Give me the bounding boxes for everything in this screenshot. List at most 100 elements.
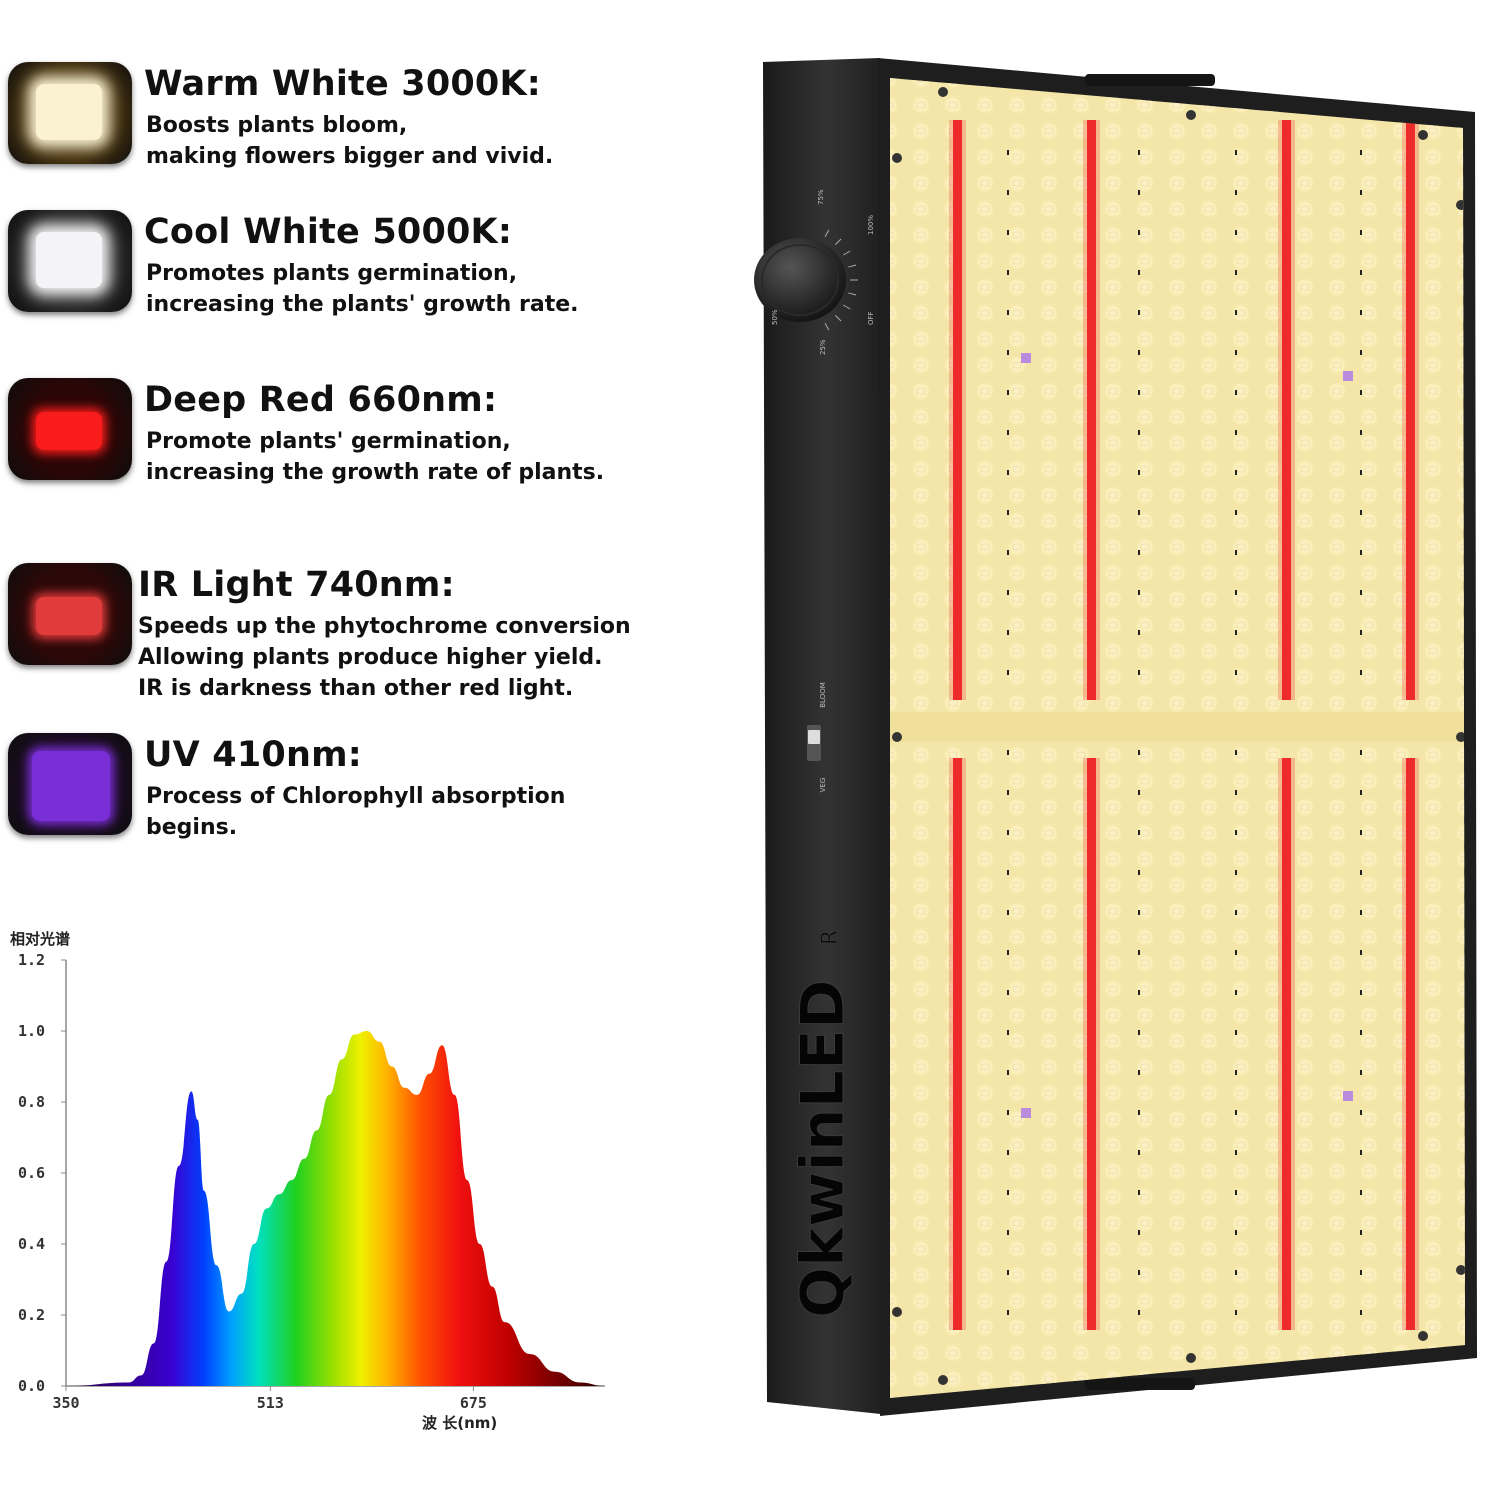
description-line: Boosts plants bloom, — [146, 113, 408, 138]
veg-bloom-switch[interactable] — [807, 725, 821, 761]
component-dot — [1138, 870, 1140, 875]
description-line: increasing the plants' growth rate. — [146, 292, 579, 317]
y-tick-label: 1.0 — [18, 1022, 45, 1040]
deep-red-led-icon — [8, 378, 132, 480]
component-dot — [1138, 1150, 1140, 1155]
uv-led — [1021, 1108, 1031, 1118]
component-dot — [1235, 790, 1237, 795]
red-led-strip — [1087, 120, 1096, 700]
component-dot — [1360, 310, 1362, 315]
dimmer-scale-label: 100% — [867, 215, 875, 235]
red-led-strip — [953, 758, 962, 1330]
component-dot — [1138, 590, 1140, 595]
component-dot — [1235, 310, 1237, 315]
component-dot — [1138, 1190, 1140, 1195]
component-dot — [1235, 230, 1237, 235]
description-line: Promotes plants germination, — [146, 261, 518, 286]
description-line: Promote plants' germination, — [146, 429, 511, 454]
component-dot — [1007, 150, 1009, 155]
component-dot — [1007, 870, 1009, 875]
chart-x-axis-title: 波 长(nm) — [422, 1414, 497, 1432]
component-dot — [1235, 870, 1237, 875]
component-dot — [1138, 270, 1140, 275]
component-dot — [1138, 510, 1140, 515]
component-dot — [1138, 950, 1140, 955]
component-dot — [1007, 790, 1009, 795]
red-led-strip — [1282, 758, 1291, 1330]
component-dot — [1235, 350, 1237, 355]
component-dots — [1007, 150, 1362, 1315]
component-dot — [1007, 1230, 1009, 1235]
component-dot — [1007, 270, 1009, 275]
description-line: Speeds up the phytochrome conversion — [138, 614, 631, 639]
component-dot — [1360, 430, 1362, 435]
screw — [1186, 110, 1196, 120]
component-dot — [1138, 430, 1140, 435]
dimmer-scale-label: 25% — [819, 339, 827, 355]
component-dot — [1360, 1230, 1362, 1235]
component-dot — [1138, 790, 1140, 795]
component-dot — [1007, 630, 1009, 635]
spectrum-chart: 相对光谱 0.0 0.2 0.4 0.6 0.8 1.0 1.2 350 513 675 波 长… — [10, 930, 605, 1432]
component-dot — [1235, 1190, 1237, 1195]
screw — [1186, 1353, 1196, 1363]
component-dot — [1138, 470, 1140, 475]
component-dot — [1007, 510, 1009, 515]
dimmer-scale-label: 75% — [817, 189, 825, 205]
component-dot — [1235, 550, 1237, 555]
component-dot — [1235, 270, 1237, 275]
dimmer-knob[interactable] — [754, 238, 846, 322]
brand-registered-mark: R — [818, 930, 843, 945]
red-led-glow — [1402, 120, 1419, 700]
component-dot — [1235, 470, 1237, 475]
component-dot — [1007, 430, 1009, 435]
component-dot — [1007, 550, 1009, 555]
component-dot — [1138, 1310, 1140, 1315]
component-dot — [1007, 310, 1009, 315]
component-dot — [1360, 830, 1362, 835]
x-tick-label: 675 — [460, 1394, 487, 1412]
component-dot — [1360, 590, 1362, 595]
red-led-glow — [1278, 120, 1295, 700]
component-dot — [1235, 1150, 1237, 1155]
component-dot — [1360, 1030, 1362, 1035]
led-type-item: Deep Red 660nm: Promote plants' germinati… — [8, 378, 708, 498]
dimmer-scale-label: OFF — [867, 311, 875, 325]
component-dot — [1235, 750, 1237, 755]
component-dot — [1138, 990, 1140, 995]
component-dot — [1360, 190, 1362, 195]
y-tick-label: 0.8 — [18, 1093, 45, 1111]
dimmer-tick — [843, 304, 851, 310]
description-line: Allowing plants produce higher yield. — [138, 645, 603, 670]
screw — [1456, 732, 1465, 742]
screw — [1456, 1265, 1465, 1275]
description-line: making flowers bigger and vivid. — [146, 144, 554, 169]
y-tick-label: 0.6 — [18, 1164, 45, 1182]
component-dot — [1235, 510, 1237, 515]
component-dot — [1007, 1030, 1009, 1035]
red-led-glow — [1083, 758, 1100, 1330]
red-led-strip — [1406, 120, 1415, 700]
component-dot — [1138, 1230, 1140, 1235]
led-type-title: Warm White 3000K: — [144, 64, 541, 104]
uv-led-icon — [8, 733, 132, 835]
component-dot — [1235, 670, 1237, 675]
screw — [1418, 130, 1428, 140]
led-type-description: Promote plants' germination, increasing t… — [146, 426, 604, 488]
component-dot — [1138, 1110, 1140, 1115]
component-dot — [1235, 590, 1237, 595]
component-dot — [1007, 830, 1009, 835]
component-dot — [1235, 1110, 1237, 1115]
spectrum-area — [66, 1031, 605, 1386]
component-dot — [1360, 630, 1362, 635]
red-led-strip — [1087, 758, 1096, 1330]
dimmer-tick — [848, 264, 857, 268]
x-tick-label: 350 — [52, 1394, 79, 1412]
uv-led — [1343, 371, 1353, 381]
component-dot — [1360, 870, 1362, 875]
component-dot — [1235, 430, 1237, 435]
panel-side-frame — [763, 58, 890, 1415]
grow-light-panel: 25% 50% 75% 100% OFF VEG BLOOM QkwinLED R — [754, 58, 1477, 1416]
component-dot — [1360, 990, 1362, 995]
component-dot — [1138, 230, 1140, 235]
